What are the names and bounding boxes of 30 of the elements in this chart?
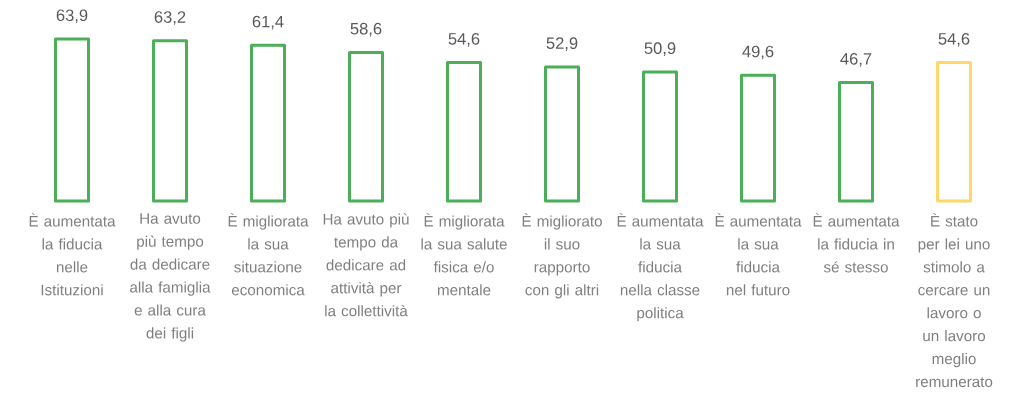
bar: [838, 81, 875, 203]
x-tick-label: È aumentata la sua fiducia nella classe politica: [617, 213, 704, 322]
x-tick-label: È migliorato il suo rapporto con gli altri: [522, 213, 602, 299]
data-label: 49,6: [742, 45, 774, 60]
bar: [642, 70, 679, 203]
x-tick-label: Ha avuto più tempo da dedicare alla famiglia e alla cura dei figli: [130, 213, 211, 342]
bar: [936, 61, 973, 203]
x-tick-label: È stato per lei uno stimolo a cercare un lavoro o un lavoro meglio remunerato: [916, 213, 993, 388]
bar: [740, 73, 777, 203]
data-label: 63,9: [56, 9, 88, 24]
data-label: 54,6: [938, 32, 970, 47]
x-tick-label: È aumentata la fiducia in sé stesso: [813, 213, 900, 273]
data-label: 52,9: [546, 37, 578, 51]
bar: [348, 50, 385, 203]
bar: [544, 65, 581, 203]
x-tick-label: È migliorata la sua salute fisica e/o mentale: [421, 213, 507, 296]
bar: [152, 39, 188, 203]
data-label: 63,2: [154, 11, 186, 25]
bar: [250, 43, 287, 203]
x-tick-label: È aumentata la fiducia nelle Istituzioni: [29, 213, 116, 296]
data-label: 46,7: [840, 53, 872, 67]
bar: [446, 61, 483, 203]
data-label: 50,9: [644, 42, 676, 57]
x-tick-label: È migliorata la sua situazione economica: [228, 213, 309, 296]
data-label: 61,4: [252, 15, 284, 30]
bar: [54, 37, 90, 203]
data-label: 54,6: [448, 32, 480, 47]
data-label: 58,6: [350, 22, 382, 37]
x-tick-label: Ha avuto più tempo da dedicare ad attività per la collettività: [323, 213, 409, 317]
x-tick-label: È aumentata la sua fiducia nel futuro: [715, 213, 802, 296]
